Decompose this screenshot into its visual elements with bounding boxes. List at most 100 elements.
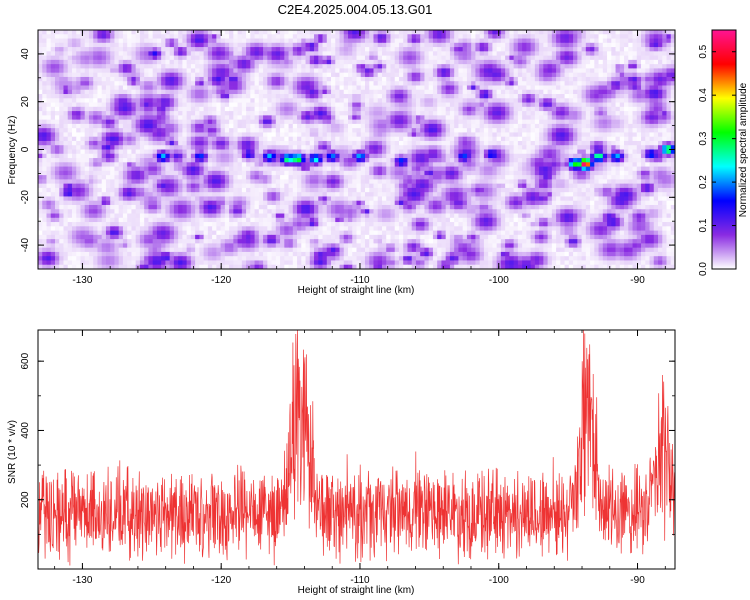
heatmap-cell xyxy=(407,115,413,121)
heatmap-cell xyxy=(432,128,438,133)
heatmap-cell xyxy=(352,128,357,133)
heatmap-cell xyxy=(517,72,523,78)
heatmap-cell xyxy=(462,123,468,129)
heatmap-cell xyxy=(250,119,255,125)
heatmap-cell xyxy=(454,42,459,48)
heatmap-cell xyxy=(598,64,604,69)
heatmap-cell xyxy=(67,170,73,176)
heatmap-cell xyxy=(475,81,481,86)
heatmap-cell xyxy=(594,153,599,159)
heatmap-cell xyxy=(628,145,633,150)
heatmap-cell xyxy=(577,145,582,150)
heatmap-cell xyxy=(488,149,493,155)
heatmap-cell xyxy=(573,30,578,35)
heatmap-cell xyxy=(564,140,570,146)
heatmap-cell xyxy=(318,162,323,167)
heatmap-cell xyxy=(207,72,213,78)
heatmap-cell xyxy=(84,85,90,91)
heatmap-cell xyxy=(71,94,77,99)
heatmap-cell xyxy=(233,136,238,142)
heatmap-cell xyxy=(271,98,277,103)
heatmap-cell xyxy=(415,149,421,155)
heatmap-cell xyxy=(275,55,281,61)
heatmap-cell xyxy=(581,30,587,35)
heatmap-cell xyxy=(543,128,548,133)
heatmap-cell xyxy=(381,140,387,146)
heatmap-cell xyxy=(292,59,298,65)
heatmap-cell xyxy=(173,81,179,86)
heatmap-cell xyxy=(42,34,47,39)
heatmap-cell xyxy=(216,102,222,108)
heatmap-cell xyxy=(237,81,243,86)
heatmap-cell xyxy=(441,64,447,69)
heatmap-cell xyxy=(662,145,667,150)
heatmap-cell xyxy=(93,115,98,121)
heatmap-cell xyxy=(602,98,608,103)
heatmap-cell xyxy=(258,158,264,163)
heatmap-cell xyxy=(71,51,77,57)
heatmap-cell xyxy=(543,81,548,86)
heatmap-cell xyxy=(178,119,183,125)
heatmap-cell xyxy=(649,145,655,150)
heatmap-cell xyxy=(437,119,442,125)
heatmap-cell xyxy=(547,162,553,167)
heatmap-cell xyxy=(237,42,243,48)
heatmap-cell xyxy=(475,98,481,103)
heatmap-cell xyxy=(284,102,289,108)
heatmap-cell xyxy=(229,64,234,69)
heatmap-cell xyxy=(649,158,655,163)
heatmap-cell xyxy=(241,51,247,57)
heatmap-cell xyxy=(301,47,306,52)
heatmap-cell xyxy=(381,89,387,95)
heatmap-cell xyxy=(246,132,251,138)
heatmap-cell xyxy=(80,34,86,39)
heatmap-cell xyxy=(381,98,387,103)
heatmap-cell xyxy=(148,128,154,133)
heatmap-cell xyxy=(670,123,676,129)
heatmap-cell xyxy=(122,128,128,133)
heatmap-cell xyxy=(224,76,230,82)
heatmap-cell xyxy=(649,132,655,138)
heatmap-cell xyxy=(611,136,616,142)
heatmap-cell xyxy=(93,81,98,86)
heatmap-cell xyxy=(216,170,222,176)
heatmap-cell xyxy=(407,123,413,129)
heatmap-cell xyxy=(449,132,455,138)
heatmap-cell xyxy=(403,140,408,146)
heatmap-cell xyxy=(645,128,650,133)
heatmap-cell xyxy=(50,72,56,78)
heatmap-cell xyxy=(297,30,302,35)
heatmap-cell xyxy=(84,145,90,150)
heatmap-cell xyxy=(127,72,132,78)
heatmap-cell xyxy=(216,166,222,172)
heatmap-cell xyxy=(318,59,323,65)
heatmap-cell xyxy=(165,38,171,44)
heatmap-cell xyxy=(122,106,128,112)
heatmap-cell xyxy=(67,59,73,65)
heatmap-cell xyxy=(271,47,277,52)
heatmap-cell xyxy=(424,34,430,39)
heatmap-cell xyxy=(331,34,336,39)
heatmap-cell xyxy=(636,89,642,95)
heatmap-cell xyxy=(326,115,332,121)
heatmap-cell xyxy=(241,132,247,138)
heatmap-cell xyxy=(594,132,599,138)
heatmap-cell xyxy=(471,34,476,39)
heatmap-cell xyxy=(305,166,311,172)
heatmap-cell xyxy=(475,132,481,138)
heatmap-cell xyxy=(377,81,383,86)
heatmap-cell xyxy=(513,123,519,129)
heatmap-cell xyxy=(407,106,413,112)
heatmap-cell xyxy=(662,140,667,146)
heatmap-cell xyxy=(220,68,226,74)
heatmap-cell xyxy=(590,153,595,159)
heatmap-cell xyxy=(649,81,655,86)
heatmap-cell xyxy=(203,89,209,95)
heatmap-cell xyxy=(46,55,52,61)
heatmap-cell xyxy=(241,153,247,159)
heatmap-cell xyxy=(105,51,111,57)
heatmap-cell xyxy=(343,149,349,155)
heatmap-cell xyxy=(449,30,455,35)
heatmap-cell xyxy=(135,123,141,129)
heatmap-cell xyxy=(415,132,421,138)
